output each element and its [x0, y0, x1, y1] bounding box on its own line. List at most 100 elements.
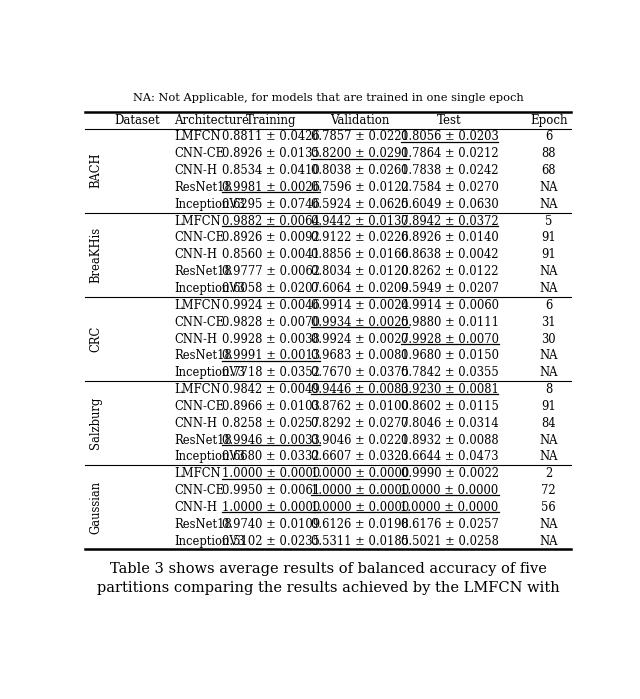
- Text: CNN-CE: CNN-CE: [174, 484, 224, 497]
- Text: InceptionV3: InceptionV3: [174, 535, 245, 547]
- Text: 0.9934 ± 0.0025: 0.9934 ± 0.0025: [311, 316, 409, 329]
- Text: BACH: BACH: [90, 153, 102, 189]
- Text: Architecture: Architecture: [174, 114, 249, 127]
- Text: 0.6126 ± 0.0198: 0.6126 ± 0.0198: [312, 518, 409, 531]
- Text: 0.7857 ± 0.0221: 0.7857 ± 0.0221: [311, 131, 409, 143]
- Text: NA: NA: [540, 198, 558, 211]
- Text: 0.6049 ± 0.0630: 0.6049 ± 0.0630: [401, 198, 499, 211]
- Text: Epoch: Epoch: [530, 114, 568, 127]
- Text: ResNet18: ResNet18: [174, 350, 232, 362]
- Text: BreaKHis: BreaKHis: [90, 226, 102, 283]
- Text: 0.8034 ± 0.0120: 0.8034 ± 0.0120: [312, 265, 409, 278]
- Text: CNN-H: CNN-H: [174, 248, 217, 261]
- Text: 0.9442 ± 0.0137: 0.9442 ± 0.0137: [312, 215, 409, 228]
- Text: 0.8926 ± 0.0140: 0.8926 ± 0.0140: [401, 231, 499, 245]
- Text: 6: 6: [545, 299, 552, 312]
- Text: 5: 5: [545, 215, 552, 228]
- Text: partitions comparing the results achieved by the LMFCN with: partitions comparing the results achieve…: [97, 581, 559, 596]
- Text: 0.9991 ± 0.0013: 0.9991 ± 0.0013: [222, 350, 320, 362]
- Text: 0.7842 ± 0.0355: 0.7842 ± 0.0355: [401, 366, 499, 379]
- Text: 0.8926 ± 0.0092: 0.8926 ± 0.0092: [222, 231, 320, 245]
- Text: 0.6680 ± 0.0332: 0.6680 ± 0.0332: [222, 450, 320, 463]
- Text: 0.8966 ± 0.0103: 0.8966 ± 0.0103: [222, 400, 320, 413]
- Text: 84: 84: [541, 417, 556, 430]
- Text: CRC: CRC: [90, 326, 102, 352]
- Text: 0.6607 ± 0.0323: 0.6607 ± 0.0323: [312, 450, 409, 463]
- Text: 0.5949 ± 0.0207: 0.5949 ± 0.0207: [401, 282, 499, 295]
- Text: 0.6644 ± 0.0473: 0.6644 ± 0.0473: [401, 450, 499, 463]
- Text: 1.0000 ± 0.0000: 1.0000 ± 0.0000: [311, 467, 410, 480]
- Text: 0.8292 ± 0.0277: 0.8292 ± 0.0277: [312, 417, 409, 430]
- Text: 91: 91: [541, 231, 556, 245]
- Text: 0.8046 ± 0.0314: 0.8046 ± 0.0314: [401, 417, 499, 430]
- Text: 0.9990 ± 0.0022: 0.9990 ± 0.0022: [401, 467, 499, 480]
- Text: 91: 91: [541, 400, 556, 413]
- Text: 0.8942 ± 0.0372: 0.8942 ± 0.0372: [401, 215, 499, 228]
- Text: CNN-H: CNN-H: [174, 164, 217, 177]
- Text: LMFCN: LMFCN: [174, 467, 221, 480]
- Text: 0.9446 ± 0.0083: 0.9446 ± 0.0083: [312, 383, 409, 396]
- Text: Validation: Validation: [330, 114, 390, 127]
- Text: 0.9683 ± 0.0081: 0.9683 ± 0.0081: [312, 350, 409, 362]
- Text: 0.8602 ± 0.0115: 0.8602 ± 0.0115: [401, 400, 499, 413]
- Text: CNN-CE: CNN-CE: [174, 147, 224, 160]
- Text: CNN-H: CNN-H: [174, 333, 217, 345]
- Text: 0.8056 ± 0.0203: 0.8056 ± 0.0203: [401, 131, 499, 143]
- Text: 0.9946 ± 0.0033: 0.9946 ± 0.0033: [222, 433, 320, 447]
- Text: Dataset: Dataset: [115, 114, 161, 127]
- Text: NA: NA: [540, 350, 558, 362]
- Text: 68: 68: [541, 164, 556, 177]
- Text: 0.9777 ± 0.0062: 0.9777 ± 0.0062: [222, 265, 320, 278]
- Text: 0.9740 ± 0.0109: 0.9740 ± 0.0109: [222, 518, 320, 531]
- Text: 0.9914 ± 0.0024: 0.9914 ± 0.0024: [311, 299, 409, 312]
- Text: 0.8932 ± 0.0088: 0.8932 ± 0.0088: [401, 433, 499, 447]
- Text: 0.7838 ± 0.0242: 0.7838 ± 0.0242: [401, 164, 499, 177]
- Text: LMFCN: LMFCN: [174, 383, 221, 396]
- Text: Salzburg: Salzburg: [90, 397, 102, 449]
- Text: ResNet18: ResNet18: [174, 265, 232, 278]
- Text: 0.6176 ± 0.0257: 0.6176 ± 0.0257: [401, 518, 499, 531]
- Text: 1.0000 ± 0.0000: 1.0000 ± 0.0000: [311, 484, 410, 497]
- Text: 1.0000 ± 0.0000: 1.0000 ± 0.0000: [222, 501, 320, 514]
- Text: 0.9122 ± 0.0226: 0.9122 ± 0.0226: [312, 231, 409, 245]
- Text: 0.8762 ± 0.0100: 0.8762 ± 0.0100: [311, 400, 409, 413]
- Text: 6: 6: [545, 131, 552, 143]
- Text: 0.8534 ± 0.0410: 0.8534 ± 0.0410: [222, 164, 320, 177]
- Text: InceptionV3: InceptionV3: [174, 282, 245, 295]
- Text: 0.9981 ± 0.0026: 0.9981 ± 0.0026: [222, 181, 320, 194]
- Text: 0.5102 ± 0.0235: 0.5102 ± 0.0235: [222, 535, 320, 547]
- Text: 0.5021 ± 0.0258: 0.5021 ± 0.0258: [401, 535, 499, 547]
- Text: 0.6295 ± 0.0746: 0.6295 ± 0.0746: [222, 198, 320, 211]
- Text: 0.7670 ± 0.0375: 0.7670 ± 0.0375: [311, 366, 409, 379]
- Text: 0.9046 ± 0.0221: 0.9046 ± 0.0221: [312, 433, 409, 447]
- Text: 2: 2: [545, 467, 552, 480]
- Text: NA: NA: [540, 450, 558, 463]
- Text: NA: NA: [540, 433, 558, 447]
- Text: 1.0000 ± 0.0000: 1.0000 ± 0.0000: [401, 484, 499, 497]
- Text: 0.9828 ± 0.0070: 0.9828 ± 0.0070: [222, 316, 320, 329]
- Text: 0.9230 ± 0.0081: 0.9230 ± 0.0081: [401, 383, 499, 396]
- Text: LMFCN: LMFCN: [174, 215, 221, 228]
- Text: Test: Test: [437, 114, 462, 127]
- Text: 0.9842 ± 0.0049: 0.9842 ± 0.0049: [222, 383, 320, 396]
- Text: Table 3 shows average results of balanced accuracy of five: Table 3 shows average results of balance…: [109, 562, 547, 576]
- Text: CNN-CE: CNN-CE: [174, 316, 224, 329]
- Text: 0.8811 ± 0.0426: 0.8811 ± 0.0426: [222, 131, 320, 143]
- Text: 0.9924 ± 0.0027: 0.9924 ± 0.0027: [311, 333, 409, 345]
- Text: CNN-CE: CNN-CE: [174, 400, 224, 413]
- Text: 0.7596 ± 0.0122: 0.7596 ± 0.0122: [311, 181, 409, 194]
- Text: 0.5924 ± 0.0625: 0.5924 ± 0.0625: [312, 198, 409, 211]
- Text: 1.0000 ± 0.0000: 1.0000 ± 0.0000: [401, 501, 499, 514]
- Text: 0.8926 ± 0.0135: 0.8926 ± 0.0135: [222, 147, 320, 160]
- Text: NA: NA: [540, 265, 558, 278]
- Text: 0.9914 ± 0.0060: 0.9914 ± 0.0060: [401, 299, 499, 312]
- Text: 0.9880 ± 0.0111: 0.9880 ± 0.0111: [401, 316, 499, 329]
- Text: 0.8856 ± 0.0166: 0.8856 ± 0.0166: [312, 248, 409, 261]
- Text: 0.8560 ± 0.0041: 0.8560 ± 0.0041: [222, 248, 320, 261]
- Text: 8: 8: [545, 383, 552, 396]
- Text: 0.7718 ± 0.0352: 0.7718 ± 0.0352: [222, 366, 320, 379]
- Text: NA: NA: [540, 366, 558, 379]
- Text: NA: NA: [540, 282, 558, 295]
- Text: 0.9950 ± 0.0061: 0.9950 ± 0.0061: [222, 484, 320, 497]
- Text: 0.8638 ± 0.0042: 0.8638 ± 0.0042: [401, 248, 499, 261]
